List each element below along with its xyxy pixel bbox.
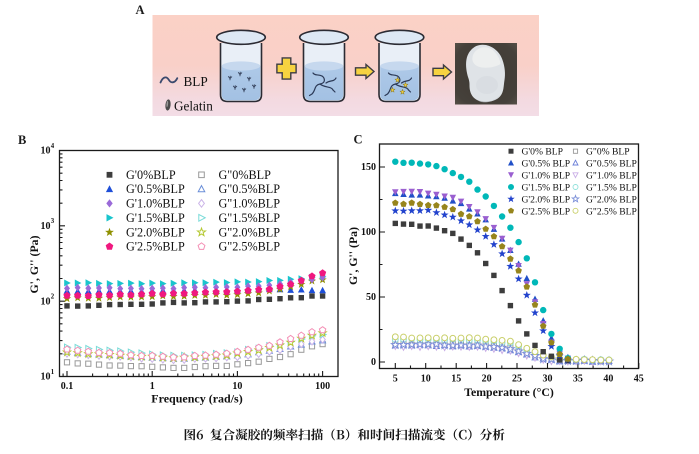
svg-text:G'0.5% BLP: G'0.5% BLP: [522, 159, 571, 170]
svg-text:2: 2: [51, 294, 55, 301]
svg-text:G'1.5% BLP: G'1.5% BLP: [522, 183, 571, 194]
svg-text:10: 10: [41, 372, 51, 383]
svg-text:5: 5: [393, 374, 398, 385]
svg-text:G', G'' (Pa): G', G'' (Pa): [346, 227, 360, 285]
svg-text:G'2.0% BLP: G'2.0% BLP: [522, 195, 571, 206]
svg-text:50: 50: [366, 292, 376, 303]
svg-text:G'1.0% BLP: G'1.0% BLP: [522, 170, 571, 181]
svg-text:G"2.5% BLP: G"2.5% BLP: [586, 206, 637, 217]
svg-text:G"1.0%BLP: G"1.0%BLP: [219, 196, 281, 210]
svg-text:Frequency (rad/s): Frequency (rad/s): [151, 392, 242, 406]
svg-text:1: 1: [150, 381, 155, 392]
svg-text:G'0%BLP: G'0%BLP: [126, 168, 176, 182]
svg-text:A: A: [136, 3, 145, 17]
svg-text:4: 4: [51, 143, 55, 150]
svg-text:G"1.5%BLP: G"1.5%BLP: [219, 211, 281, 225]
svg-text:G'2.5%BLP: G'2.5%BLP: [126, 240, 185, 254]
svg-text:C: C: [354, 133, 363, 147]
svg-text:G"2.5%BLP: G"2.5%BLP: [219, 240, 281, 254]
svg-text:25: 25: [512, 374, 522, 385]
svg-text:G'2.5% BLP: G'2.5% BLP: [522, 206, 571, 217]
svg-text:35: 35: [573, 374, 583, 385]
svg-text:G"0.5% BLP: G"0.5% BLP: [586, 159, 637, 170]
svg-text:3: 3: [51, 218, 55, 225]
svg-text:100: 100: [315, 381, 330, 392]
svg-text:G"0% BLP: G"0% BLP: [586, 147, 630, 158]
svg-text:G'2.0%BLP: G'2.0%BLP: [126, 225, 185, 239]
svg-text:10: 10: [232, 381, 242, 392]
svg-text:10: 10: [421, 374, 431, 385]
svg-text:BLP: BLP: [184, 74, 208, 89]
svg-text:10: 10: [41, 296, 51, 307]
svg-text:G'0.5%BLP: G'0.5%BLP: [126, 182, 185, 196]
svg-text:10: 10: [41, 221, 51, 232]
svg-text:G"1.5% BLP: G"1.5% BLP: [586, 183, 637, 194]
svg-text:10: 10: [41, 146, 51, 157]
svg-text:G"2.0%BLP: G"2.0%BLP: [219, 225, 281, 239]
svg-text:G'1.0%BLP: G'1.0%BLP: [126, 196, 185, 210]
svg-text:100: 100: [361, 227, 376, 238]
svg-text:0: 0: [371, 357, 376, 368]
svg-text:G'1.5%BLP: G'1.5%BLP: [126, 211, 185, 225]
svg-text:45: 45: [634, 374, 644, 385]
svg-text:30: 30: [543, 374, 553, 385]
svg-text:40: 40: [603, 374, 613, 385]
svg-text:G"0%BLP: G"0%BLP: [219, 168, 272, 182]
svg-text:150: 150: [361, 162, 376, 173]
svg-text:0.1: 0.1: [61, 381, 74, 392]
svg-text:Gelatin: Gelatin: [174, 99, 213, 114]
svg-text:20: 20: [482, 374, 492, 385]
svg-text:B: B: [18, 133, 26, 147]
svg-text:G"2.0% BLP: G"2.0% BLP: [586, 195, 637, 206]
svg-text:1: 1: [51, 369, 55, 376]
svg-text:G"1.0% BLP: G"1.0% BLP: [586, 170, 637, 181]
svg-text:Temperature (°C): Temperature (°C): [464, 385, 554, 399]
svg-text:15: 15: [451, 374, 461, 385]
svg-text:G'0% BLP: G'0% BLP: [522, 147, 563, 158]
svg-text:G"0.5%BLP: G"0.5%BLP: [219, 182, 281, 196]
svg-text:G', G'' (Pa): G', G'' (Pa): [27, 235, 41, 293]
